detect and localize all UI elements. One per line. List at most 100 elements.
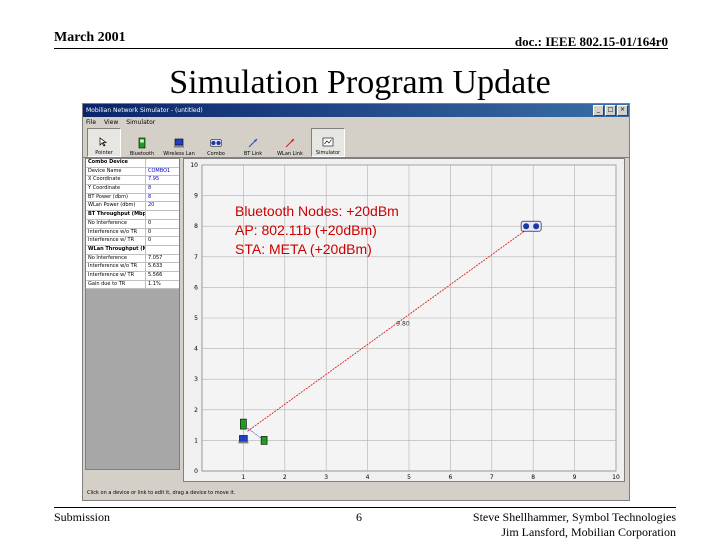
wlan-link-line[interactable] xyxy=(247,227,530,432)
x-tick-label: 8 xyxy=(531,474,535,481)
ap-node-marker[interactable] xyxy=(260,436,268,445)
simulator-label: Simulator xyxy=(315,150,341,156)
y-tick-label: 6 xyxy=(194,284,198,291)
menu-file[interactable]: File xyxy=(86,118,97,126)
x-tick-label: 1 xyxy=(241,474,245,481)
combo-button[interactable]: Combo xyxy=(200,130,232,157)
property-value: 7.057 xyxy=(148,254,163,261)
y-tick-label: 10 xyxy=(190,162,198,169)
pointer-icon xyxy=(98,136,110,148)
property-row[interactable]: No Interference 0 xyxy=(86,219,179,229)
property-value: 0 xyxy=(148,237,152,244)
property-row[interactable]: Interference w/o TR 0 xyxy=(86,228,179,238)
property-key: BT Throughput (Mbps) xyxy=(88,211,146,219)
property-value[interactable]: 8 xyxy=(148,185,152,192)
x-tick-label: 4 xyxy=(366,474,370,481)
property-key: X Coordinate xyxy=(86,176,146,185)
network-plot[interactable]: 1 2 3 4 5 6 7 8 9 10 0 1 2 3 4 5 6 7 8 9 10 9.80 xyxy=(184,159,624,481)
property-row[interactable]: Gain due to TR 1.1% xyxy=(86,280,179,290)
wlan-link-icon xyxy=(284,137,296,149)
wireless-lan-button[interactable]: Wireless Lan xyxy=(163,130,195,157)
property-value[interactable]: 8 xyxy=(148,193,152,200)
combo-label: Combo xyxy=(207,151,225,157)
y-tick-label: 8 xyxy=(194,223,198,230)
property-key: Combo Device xyxy=(86,159,146,167)
y-tick-label: 2 xyxy=(194,407,198,414)
slide-doc-id: doc.: IEEE 802.15-01/164r0 xyxy=(514,34,668,49)
x-tick-label: 7 xyxy=(490,474,494,481)
bluetooth-node-marker[interactable] xyxy=(240,418,247,430)
wlan-link-label: WLan Link xyxy=(277,151,303,157)
y-tick-label: 3 xyxy=(194,376,198,383)
property-key: Gain due to TR xyxy=(86,280,146,289)
slide-date: March 2001 xyxy=(54,30,126,45)
bt-link-label: BT Link xyxy=(243,151,263,157)
property-value[interactable]: COMBO1 xyxy=(148,167,171,174)
y-tick-label: 7 xyxy=(194,254,198,261)
menu-simulator[interactable]: Simulator xyxy=(126,118,156,126)
combo-device-wlan-dot xyxy=(533,223,540,230)
property-row[interactable]: BT Power (dbm) 8 xyxy=(86,193,179,203)
property-key: No Interference xyxy=(86,219,146,228)
property-row[interactable]: Interference w/ TR 0 xyxy=(86,237,179,246)
sta-node-base xyxy=(238,441,249,444)
pointer-label: Pointer xyxy=(95,150,113,156)
property-value: 5.633 xyxy=(148,263,163,270)
property-row[interactable]: Interference w/ TR 5.566 xyxy=(86,271,179,281)
bt-link-button[interactable]: BT Link xyxy=(237,130,269,157)
property-key: WLan Power (dbm) xyxy=(86,202,146,211)
property-section-header[interactable]: Combo Device xyxy=(86,159,179,168)
bt-link-line[interactable] xyxy=(243,424,265,441)
power-annotation: Bluetooth Nodes: +20dBm AP: 802.11b (+20… xyxy=(235,202,399,259)
x-tick-label: 2 xyxy=(283,474,287,481)
property-row[interactable]: Interference w/o TR 5.633 xyxy=(86,263,179,272)
window-title: Mobilian Network Simulator - (untitled) xyxy=(86,107,203,114)
property-row[interactable]: Y Coordinate 8 xyxy=(86,185,179,194)
property-key: WLan Throughput (Mbps) xyxy=(86,245,146,254)
pointer-button[interactable]: Pointer xyxy=(87,128,121,157)
y-tick-label: 0 xyxy=(194,468,198,475)
simulation-canvas[interactable]: 1 2 3 4 5 6 7 8 9 10 0 1 2 3 4 5 6 7 8 9 10 9.80 xyxy=(183,158,625,482)
simulator-icon xyxy=(322,136,334,148)
x-tick-label: 3 xyxy=(324,474,328,481)
maximize-button[interactable]: □ xyxy=(605,105,616,116)
sta-node-marker[interactable] xyxy=(239,435,248,442)
bt-link-icon xyxy=(247,137,259,149)
toolbar: Pointer Bluetooth Wireless Lan Combo BT … xyxy=(83,127,629,158)
properties-panel: Combo Device Device Name COMBO1 X Coordinat… xyxy=(85,158,180,470)
property-row[interactable]: No Interference 7.057 xyxy=(86,254,179,264)
property-row[interactable]: Device Name COMBO1 xyxy=(86,167,179,177)
property-value[interactable]: 20 xyxy=(148,202,155,209)
property-section-header[interactable]: WLan Throughput (Mbps) xyxy=(86,245,179,255)
property-value[interactable]: 7.95 xyxy=(148,176,160,183)
combo-device-icon xyxy=(210,137,222,149)
property-key: Interference w/ TR xyxy=(86,237,146,245)
bluetooth-button[interactable]: Bluetooth xyxy=(126,130,158,157)
wlan-link-button[interactable]: WLan Link xyxy=(274,130,306,157)
property-row[interactable]: WLan Power (dbm) 20 xyxy=(86,202,179,212)
y-tick-label: 5 xyxy=(194,315,198,322)
property-key: No Interference xyxy=(86,254,146,263)
property-key: Device Name xyxy=(86,167,146,176)
properties-table: Combo Device Device Name COMBO1 X Coordinat… xyxy=(86,159,179,290)
y-tick-label: 4 xyxy=(194,346,198,353)
simulator-button[interactable]: Simulator xyxy=(311,128,345,157)
property-key: Interference w/o TR xyxy=(86,228,146,237)
property-value: 0 xyxy=(148,219,152,226)
property-key: Interference w/o TR xyxy=(86,263,146,271)
minimize-button[interactable]: _ xyxy=(593,105,604,116)
combo-device-bt-dot xyxy=(523,223,530,230)
annotation-bluetooth: Bluetooth Nodes: +20dBm xyxy=(235,203,399,219)
y-tick-label: 9 xyxy=(194,193,198,200)
menu-view[interactable]: View xyxy=(104,118,119,126)
close-button[interactable]: × xyxy=(617,105,628,116)
annotation-ap: AP: 802.11b (+20dBm) xyxy=(235,222,377,238)
property-row[interactable]: X Coordinate 7.95 xyxy=(86,176,179,186)
property-section-header[interactable]: BT Throughput (Mbps) xyxy=(86,211,179,220)
x-tick-label: 5 xyxy=(407,474,411,481)
slide-title: Simulation Program Update xyxy=(169,64,551,101)
bluetooth-device-icon xyxy=(136,137,148,149)
property-value: 1.1% xyxy=(148,280,161,287)
window-titlebar: Mobilian Network Simulator - (untitled) … xyxy=(83,104,629,117)
property-key: Y Coordinate xyxy=(86,185,146,193)
